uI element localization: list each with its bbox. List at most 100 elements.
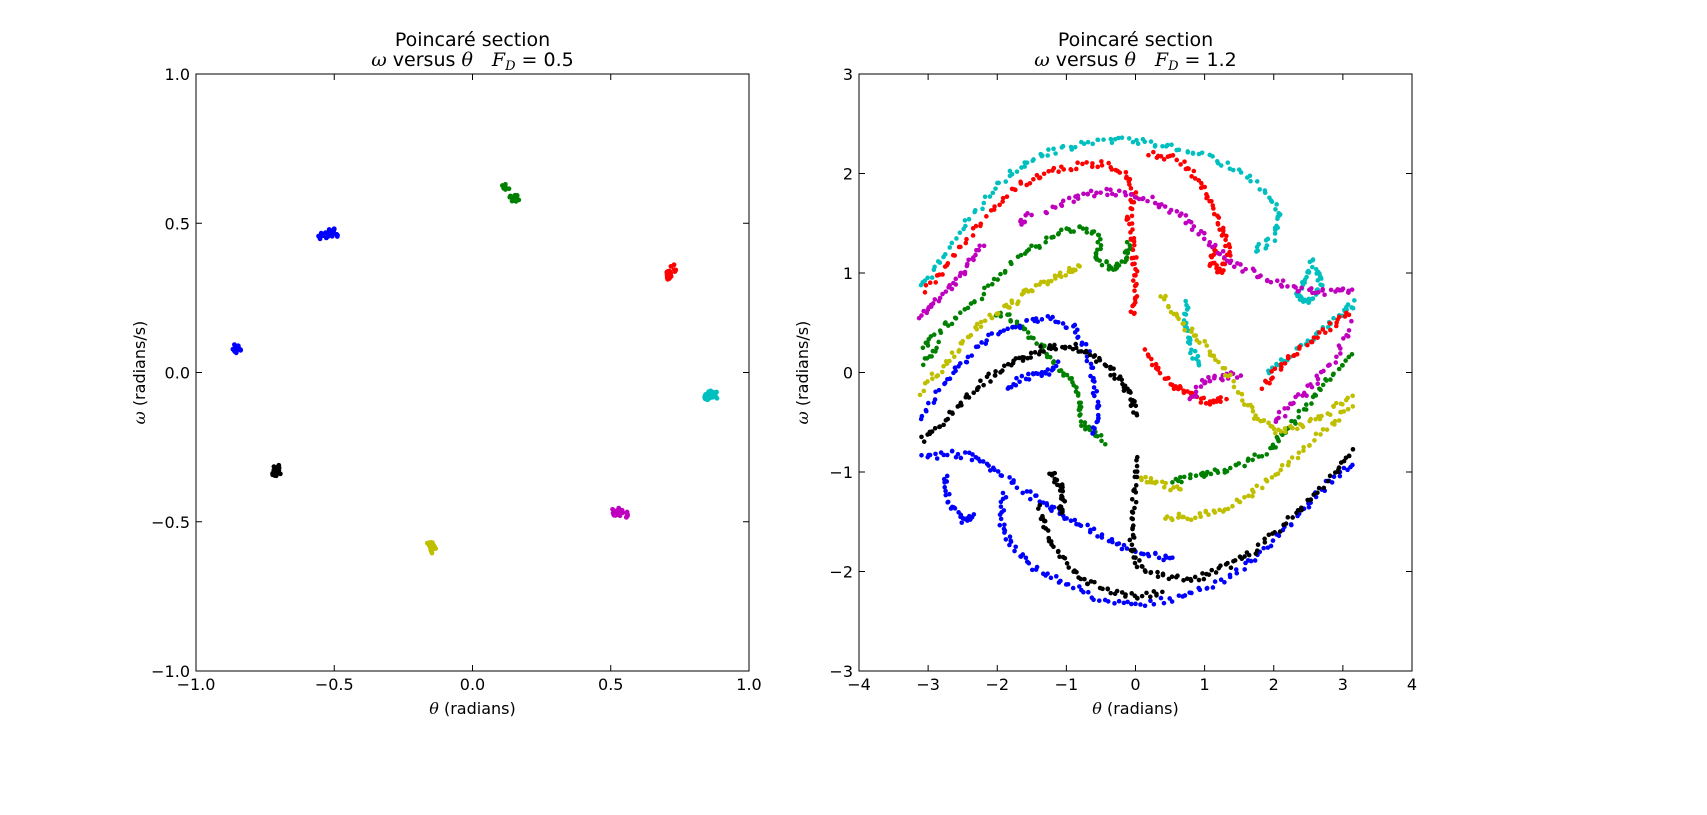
data-point [1194, 385, 1199, 390]
data-point [1129, 192, 1134, 197]
data-point [1212, 354, 1217, 359]
data-point [1092, 394, 1097, 399]
data-point [1225, 160, 1230, 165]
data-point [1334, 354, 1339, 359]
data-point [1264, 238, 1269, 243]
data-point [1123, 250, 1128, 255]
data-point [1002, 530, 1007, 535]
data-point [988, 194, 993, 199]
x-tick-label: −2 [985, 675, 1009, 694]
data-point [1148, 570, 1153, 575]
data-point [942, 480, 947, 485]
data-point [979, 324, 984, 329]
data-point [1098, 358, 1103, 363]
data-point [1138, 602, 1143, 607]
data-point [1216, 221, 1221, 226]
data-point [1161, 573, 1166, 578]
data-point [1304, 407, 1309, 412]
data-point [988, 379, 993, 384]
data-point [919, 313, 924, 318]
data-point [938, 296, 943, 301]
data-point [1084, 226, 1089, 231]
data-point [1185, 150, 1190, 155]
data-point [1218, 270, 1223, 275]
data-point [954, 316, 959, 321]
data-point [919, 435, 924, 440]
y-tick-label: 0 [843, 364, 853, 383]
data-point [1132, 311, 1137, 316]
data-point [1242, 554, 1247, 559]
data-point [922, 439, 927, 444]
data-point [1061, 199, 1066, 204]
data-point [1026, 561, 1031, 566]
data-point [321, 233, 326, 238]
data-point [1035, 372, 1040, 377]
data-point [1106, 599, 1111, 604]
data-point [1120, 547, 1125, 552]
data-point [1084, 160, 1089, 165]
data-point [1033, 350, 1038, 355]
data-point [1020, 491, 1025, 496]
data-point [1031, 336, 1036, 341]
data-point [1194, 356, 1199, 361]
data-point [1212, 508, 1217, 513]
data-point [1347, 454, 1352, 459]
data-point [1085, 359, 1090, 364]
data-point [1193, 349, 1198, 354]
data-point [1317, 330, 1322, 335]
data-point [1143, 347, 1148, 352]
data-point [1140, 594, 1145, 599]
data-point [1053, 205, 1058, 210]
data-point [1017, 324, 1022, 329]
data-point [1074, 167, 1079, 172]
data-point [921, 345, 926, 350]
data-point [1226, 507, 1231, 512]
data-point [965, 360, 970, 365]
data-point [1099, 159, 1104, 164]
data-point [335, 233, 340, 238]
data-point [1160, 590, 1165, 595]
data-point [975, 322, 980, 327]
data-point [1226, 374, 1231, 379]
data-point [1024, 318, 1029, 323]
data-point [1332, 474, 1337, 479]
x-tick-label: −3 [916, 675, 940, 694]
y-tick-label: 0.5 [165, 214, 190, 233]
data-point [1172, 386, 1177, 391]
data-point [1055, 478, 1060, 483]
data-point [996, 311, 1001, 316]
data-point [929, 354, 934, 359]
panel-1-ylabel: ω (radians/s) [130, 321, 149, 425]
data-point [1255, 245, 1260, 250]
data-point [1125, 546, 1130, 551]
data-point [1149, 357, 1154, 362]
data-point [1165, 514, 1170, 519]
data-point [1111, 366, 1116, 371]
data-point [1154, 593, 1159, 598]
data-point [1177, 593, 1182, 598]
data-point [1052, 343, 1057, 348]
data-point [1251, 490, 1256, 495]
data-point [234, 350, 239, 355]
data-point [1225, 561, 1230, 566]
data-point [1120, 135, 1125, 140]
data-point [1142, 139, 1147, 144]
data-point [1042, 171, 1047, 176]
data-point [276, 463, 281, 468]
data-point [1056, 549, 1061, 554]
data-point [1040, 153, 1045, 158]
data-point [1119, 259, 1124, 264]
data-point [1279, 362, 1284, 367]
data-point [1133, 195, 1138, 200]
data-point [1132, 535, 1137, 540]
data-point [1003, 179, 1008, 184]
data-point [981, 201, 986, 206]
data-point [1208, 353, 1213, 358]
data-point [958, 271, 963, 276]
data-point [1105, 193, 1110, 198]
data-point [1240, 392, 1245, 397]
data-point [1263, 246, 1268, 251]
data-point [950, 410, 955, 415]
data-point [1090, 142, 1095, 147]
